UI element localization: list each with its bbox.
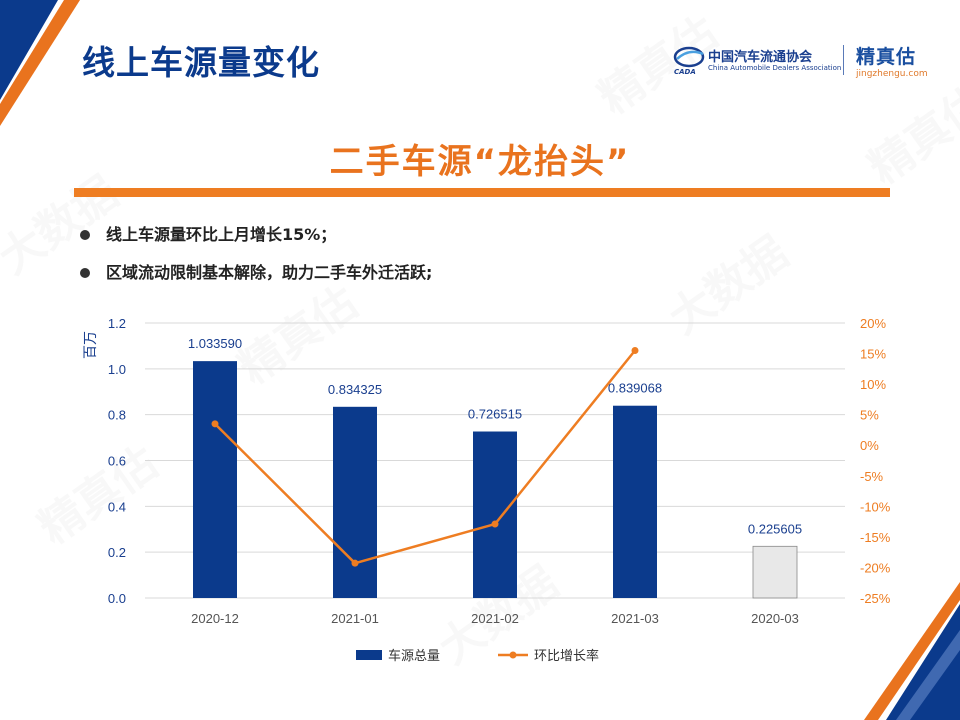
legend-swatch-marker <box>509 651 517 659</box>
y2-tick-label: -25% <box>860 591 891 606</box>
x-tick-label: 2020-03 <box>751 611 799 626</box>
line-point <box>631 347 639 354</box>
y2-tick-label: -20% <box>860 560 891 575</box>
y-tick-label: 0.0 <box>108 591 126 606</box>
line-point <box>351 559 359 567</box>
line-point <box>491 520 499 528</box>
bar-data-label: 0.834325 <box>328 382 382 397</box>
y-tick-label: 1.2 <box>108 316 126 331</box>
slide-subtitle: 二手车源“龙抬头” <box>329 142 631 182</box>
legend-label-bar: 车源总量 <box>388 648 440 663</box>
y2-tick-label: 5% <box>860 408 879 423</box>
y2-tick-label: 10% <box>860 377 886 392</box>
bar-data-label: 0.839068 <box>608 381 662 396</box>
bar-data-label: 0.225605 <box>748 521 802 536</box>
y2-tick-label: -15% <box>860 530 891 545</box>
bullet-dot <box>80 230 90 240</box>
brand-logo-cn: 精真估 <box>856 46 917 68</box>
y-axis-label: 百万 <box>82 331 98 359</box>
legend-label-line: 环比增长率 <box>534 648 599 663</box>
bullet-text: 区域流动限制基本解除，助力二手车外迁活跃; <box>106 263 433 282</box>
bullet-dot <box>80 268 90 278</box>
logo-divider <box>843 45 844 75</box>
y-tick-label: 0.4 <box>108 499 126 514</box>
y2-tick-label: 0% <box>860 438 879 453</box>
y-tick-label: 1.0 <box>108 362 126 377</box>
y2-tick-label: -10% <box>860 499 891 514</box>
y-tick-label: 0.2 <box>108 545 126 560</box>
bar <box>193 361 237 598</box>
x-tick-label: 2021-03 <box>611 611 659 626</box>
y2-tick-label: 15% <box>860 347 886 362</box>
x-tick-label: 2021-01 <box>331 611 379 626</box>
bullet-item: 区域流动限制基本解除，助力二手车外迁活跃; <box>78 260 432 298</box>
line-series <box>214 349 636 565</box>
bar-data-label: 0.726515 <box>468 407 522 422</box>
association-logo-icon <box>673 46 705 68</box>
bullet-text: 线上车源量环比上月增长15%； <box>106 225 337 244</box>
combo-chart: 0.0 0.2 0.4 0.6 0.8 1.0 1.2 -25% -20% -15% -10% -5%… <box>82 316 891 663</box>
legend-swatch-bar <box>356 650 382 660</box>
subtitle-underline <box>74 188 890 197</box>
bar <box>752 545 798 599</box>
y-tick-label: 0.8 <box>108 408 126 423</box>
line-point <box>211 420 219 428</box>
x-tick-label: 2020-12 <box>191 611 239 626</box>
bar <box>613 405 657 598</box>
bar <box>333 406 377 598</box>
association-logo-abbr: CADA <box>674 68 696 76</box>
association-logo: CADA 中国汽车流通协会 China Automobile Dealers A… <box>672 44 841 78</box>
x-tick-label: 2021-02 <box>471 611 519 626</box>
brand-logo-en: jingzhengu.com <box>856 69 928 79</box>
bar <box>473 431 517 598</box>
top-left-corner-decoration <box>0 0 80 126</box>
y-tick-label: 0.6 <box>108 454 126 469</box>
brand-logo: 精真估 jingzhengu.com <box>856 42 928 79</box>
association-logo-cn: 中国汽车流通协会 <box>708 50 813 65</box>
y2-tick-label: -5% <box>860 469 884 484</box>
bullet-list: 线上车源量环比上月增长15%； 区域流动限制基本解除，助力二手车外迁活跃; <box>78 222 432 298</box>
y2-tick-label: 20% <box>860 316 886 331</box>
bar-data-label: 1.033590 <box>188 336 242 351</box>
bullet-item: 线上车源量环比上月增长15%； <box>78 222 432 260</box>
page-title: 线上车源量变化 <box>82 43 320 82</box>
bottom-right-corner-decoration <box>864 582 960 720</box>
association-logo-en: China Automobile Dealers Association <box>708 64 842 72</box>
